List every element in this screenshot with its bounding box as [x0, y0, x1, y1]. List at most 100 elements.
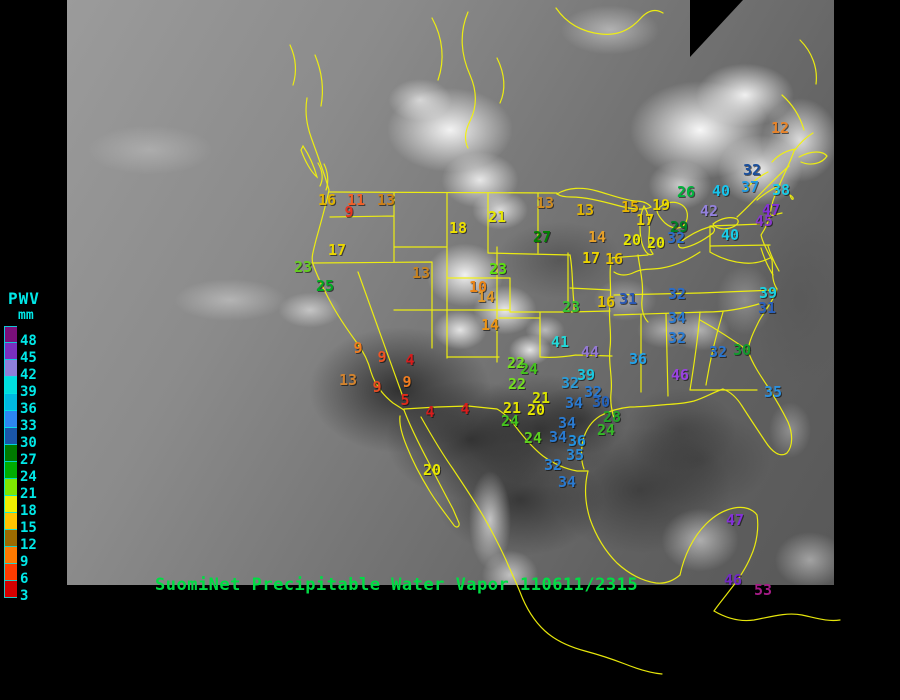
- legend-value-label: 48: [20, 333, 37, 349]
- station-value: 18: [448, 219, 468, 237]
- legend-entry: 12: [4, 530, 64, 552]
- station-value: 35: [763, 383, 783, 401]
- station-value: 24: [596, 421, 616, 439]
- station-value: 13: [376, 191, 396, 209]
- station-value: 31: [757, 299, 777, 317]
- station-value: 16: [604, 250, 624, 268]
- station-value: 23: [561, 298, 581, 316]
- legend-entry: 15: [4, 513, 64, 535]
- legend-value-label: 12: [20, 537, 37, 553]
- legend-swatch: [4, 581, 17, 598]
- legend-swatch: [4, 394, 17, 411]
- station-value: 32: [583, 383, 603, 401]
- station-value: 20: [422, 461, 442, 479]
- legend-value-label: 30: [20, 435, 37, 451]
- legend-entry: 21: [4, 479, 64, 501]
- station-value: 41: [550, 333, 570, 351]
- station-value: 11: [346, 191, 366, 209]
- station-value: 53: [753, 581, 773, 599]
- station-value: 32: [667, 285, 687, 303]
- station-value: 9: [402, 373, 412, 391]
- station-value: 20: [526, 401, 546, 419]
- legend-entry: 39: [4, 377, 64, 399]
- station-value: 32: [708, 343, 728, 361]
- station-value: 13: [338, 371, 358, 389]
- station-value: 14: [476, 288, 496, 306]
- station-value: 14: [480, 316, 500, 334]
- station-value: 32: [543, 456, 563, 474]
- legend-swatch: [4, 547, 17, 564]
- legend-swatch: [4, 479, 17, 496]
- legend-swatch: [4, 343, 17, 360]
- station-value: 38: [771, 181, 791, 199]
- legend-value-label: 45: [20, 350, 37, 366]
- legend-swatch: [4, 326, 17, 343]
- legend-entry: 9: [4, 547, 64, 569]
- station-value: 20: [646, 234, 666, 252]
- legend-swatch: [4, 411, 17, 428]
- station-value: 24: [500, 412, 520, 430]
- station-value: 34: [548, 428, 568, 446]
- station-value: 4: [425, 403, 435, 421]
- station-value: 4: [460, 400, 470, 418]
- station-value: 46: [723, 571, 743, 589]
- station-value: 34: [557, 414, 577, 432]
- station-value: 14: [587, 228, 607, 246]
- station-value: 36: [567, 432, 587, 450]
- station-value: 39: [576, 366, 596, 384]
- legend-entry: 33: [4, 411, 64, 433]
- station-value: 22: [507, 375, 527, 393]
- station-value: 20: [622, 231, 642, 249]
- legend-value-label: 15: [20, 520, 37, 536]
- legend-entry: 48: [4, 326, 64, 348]
- station-value: 28: [602, 408, 622, 426]
- legend-value-label: 36: [20, 401, 37, 417]
- legend-entry: 36: [4, 394, 64, 416]
- legend-value-label: 21: [20, 486, 37, 502]
- legend-swatch: [4, 377, 17, 394]
- station-value: 9: [353, 339, 363, 357]
- legend-value-label: 24: [20, 469, 37, 485]
- station-value: 9: [372, 378, 382, 396]
- station-value: 32: [560, 374, 580, 392]
- legend-title: PWV: [8, 289, 40, 308]
- station-value: 9: [344, 203, 354, 221]
- station-value: 34: [667, 309, 687, 327]
- missing-data-wedge: [690, 0, 743, 57]
- station-value: 23: [293, 258, 313, 276]
- station-value: 17: [327, 241, 347, 259]
- legend-entry: 30: [4, 428, 64, 450]
- station-value: 32: [742, 161, 762, 179]
- legend-entries: 48 45 42 39 36 33 30 27 24 21 18 15 12 9 6 3: [4, 326, 64, 603]
- station-value: 21: [531, 389, 551, 407]
- station-value: 24: [519, 360, 539, 378]
- station-value: 34: [557, 473, 577, 491]
- station-value: 10: [468, 278, 488, 296]
- station-value: 12: [770, 119, 790, 137]
- station-value: 21: [487, 208, 507, 226]
- station-value: 5: [400, 391, 410, 409]
- legend-swatch: [4, 360, 17, 377]
- station-value: 13: [535, 194, 555, 212]
- station-value: 21: [502, 399, 522, 417]
- station-value: 36: [628, 350, 648, 368]
- legend-entry: 6: [4, 564, 64, 586]
- legend-unit: mm: [18, 308, 34, 323]
- station-value: 47: [725, 511, 745, 529]
- legend-swatch: [4, 530, 17, 547]
- legend-value-label: 18: [20, 503, 37, 519]
- map-title: SuomiNet Precipitable Water Vapor 110611…: [155, 575, 639, 595]
- station-value: 9: [377, 348, 387, 366]
- legend-entry: 24: [4, 462, 64, 484]
- station-value: 30: [732, 341, 752, 359]
- station-value: 45: [754, 212, 774, 230]
- station-value: 23: [488, 260, 508, 278]
- station-value: 17: [635, 211, 655, 229]
- legend-entry: 27: [4, 445, 64, 467]
- station-value: 40: [720, 226, 740, 244]
- legend-value-label: 42: [20, 367, 37, 383]
- station-value: 42: [699, 202, 719, 220]
- station-value: 32: [667, 329, 687, 347]
- station-value: 13: [575, 201, 595, 219]
